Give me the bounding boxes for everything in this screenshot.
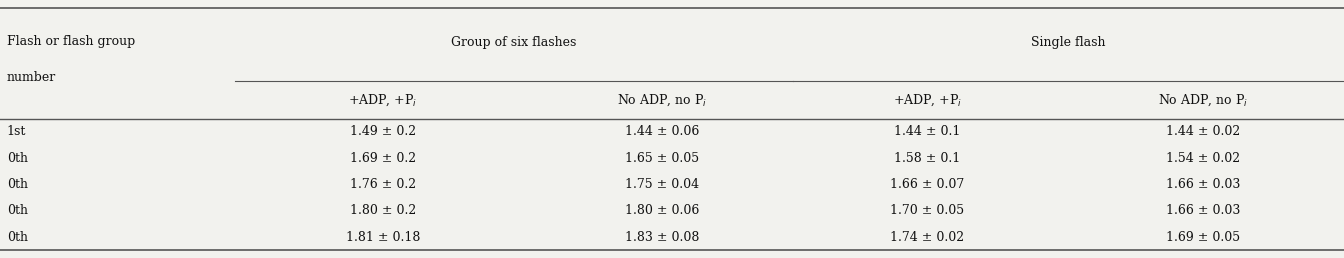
Text: 1.66 ± 0.03: 1.66 ± 0.03 <box>1165 204 1241 217</box>
Text: 0th: 0th <box>7 204 28 217</box>
Text: 0th: 0th <box>7 231 28 244</box>
Text: 0th: 0th <box>7 178 28 191</box>
Text: 1.54 ± 0.02: 1.54 ± 0.02 <box>1165 152 1241 165</box>
Text: 1.44 ± 0.02: 1.44 ± 0.02 <box>1165 125 1241 138</box>
Text: 1.58 ± 0.1: 1.58 ± 0.1 <box>894 152 961 165</box>
Text: 1.80 ± 0.06: 1.80 ± 0.06 <box>625 204 699 217</box>
Text: 1.70 ± 0.05: 1.70 ± 0.05 <box>890 204 965 217</box>
Text: 1.74 ± 0.02: 1.74 ± 0.02 <box>890 231 965 244</box>
Text: 1.69 ± 0.05: 1.69 ± 0.05 <box>1165 231 1241 244</box>
Text: 1.44 ± 0.06: 1.44 ± 0.06 <box>625 125 699 138</box>
Text: No ADP, no P$_i$: No ADP, no P$_i$ <box>617 92 707 108</box>
Text: Group of six flashes: Group of six flashes <box>452 36 577 49</box>
Text: No ADP, no P$_i$: No ADP, no P$_i$ <box>1157 92 1249 108</box>
Text: +ADP, +P$_i$: +ADP, +P$_i$ <box>892 92 962 108</box>
Text: 1.65 ± 0.05: 1.65 ± 0.05 <box>625 152 699 165</box>
Text: 1.80 ± 0.2: 1.80 ± 0.2 <box>349 204 417 217</box>
Text: Flash or flash group: Flash or flash group <box>7 35 134 48</box>
Text: +ADP, +P$_i$: +ADP, +P$_i$ <box>348 92 418 108</box>
Text: Single flash: Single flash <box>1031 36 1106 49</box>
Text: 1.66 ± 0.07: 1.66 ± 0.07 <box>890 178 965 191</box>
Text: 1.44 ± 0.1: 1.44 ± 0.1 <box>894 125 961 138</box>
Text: 1.66 ± 0.03: 1.66 ± 0.03 <box>1165 178 1241 191</box>
Text: 1.75 ± 0.04: 1.75 ± 0.04 <box>625 178 699 191</box>
Text: 1.81 ± 0.18: 1.81 ± 0.18 <box>345 231 421 244</box>
Text: 1st: 1st <box>7 125 26 138</box>
Text: number: number <box>7 71 56 84</box>
Text: 1.76 ± 0.2: 1.76 ± 0.2 <box>349 178 417 191</box>
Text: 1.49 ± 0.2: 1.49 ± 0.2 <box>349 125 417 138</box>
Text: 1.83 ± 0.08: 1.83 ± 0.08 <box>625 231 699 244</box>
Text: 0th: 0th <box>7 152 28 165</box>
Text: 1.69 ± 0.2: 1.69 ± 0.2 <box>349 152 417 165</box>
